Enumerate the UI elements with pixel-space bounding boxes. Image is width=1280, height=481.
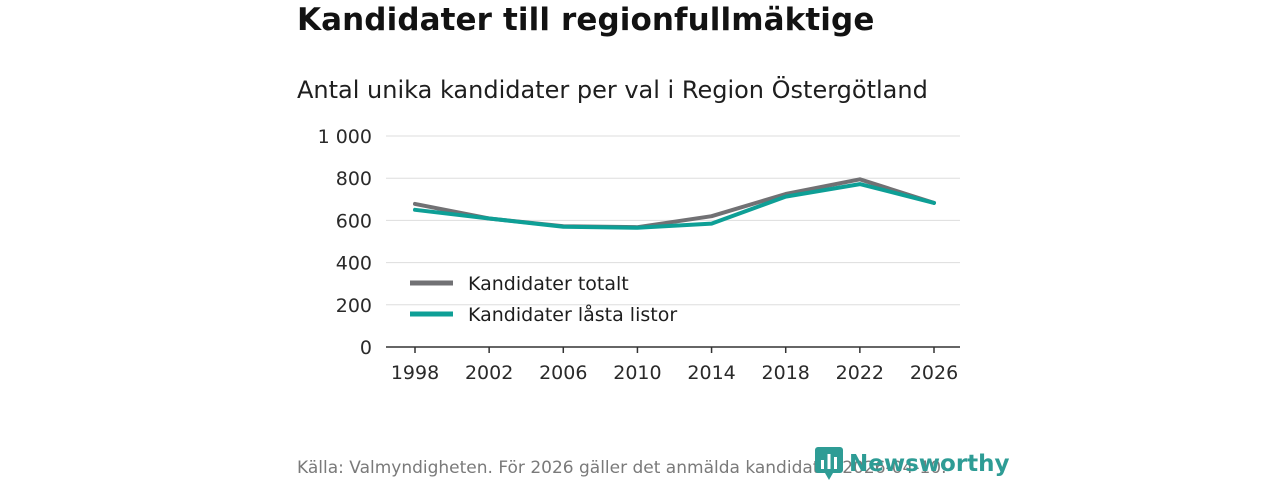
y-tick-label-1000: 1 000	[318, 126, 372, 148]
chart-title: Kandidater till regionfullmäktige	[297, 2, 875, 38]
x-tick-label-2022: 2022	[836, 362, 884, 384]
series-line-locked-lists	[413, 182, 936, 230]
x-tick-label-2006: 2006	[539, 362, 587, 384]
chart-subtitle: Antal unika kandidater per val i Region …	[297, 76, 928, 104]
legend-label-total: Kandidater totalt	[468, 273, 629, 295]
x-tick-label-2018: 2018	[762, 362, 810, 384]
logo-text: Newsworthy	[849, 451, 1010, 477]
y-tick-label-200: 200	[336, 295, 372, 317]
source-note: Källa: Valmyndigheten. För 2026 gäller d…	[297, 458, 947, 478]
newsworthy-logo: Newsworthy	[815, 447, 1010, 481]
y-tick-label-600: 600	[336, 210, 372, 232]
bar-chart-pin-icon	[815, 447, 843, 480]
x-tick-label-2010: 2010	[613, 362, 661, 384]
x-tick-label-1998: 1998	[391, 362, 439, 384]
x-tick-label-2014: 2014	[687, 362, 735, 384]
y-tick-label-400: 400	[336, 253, 372, 275]
x-tick-label-2002: 2002	[465, 362, 513, 384]
y-tick-label-800: 800	[336, 168, 372, 190]
legend-label-locked-lists: Kandidater låsta listor	[468, 303, 677, 326]
x-tick-label-2026: 2026	[910, 362, 958, 384]
y-tick-label-0: 0	[360, 337, 372, 359]
